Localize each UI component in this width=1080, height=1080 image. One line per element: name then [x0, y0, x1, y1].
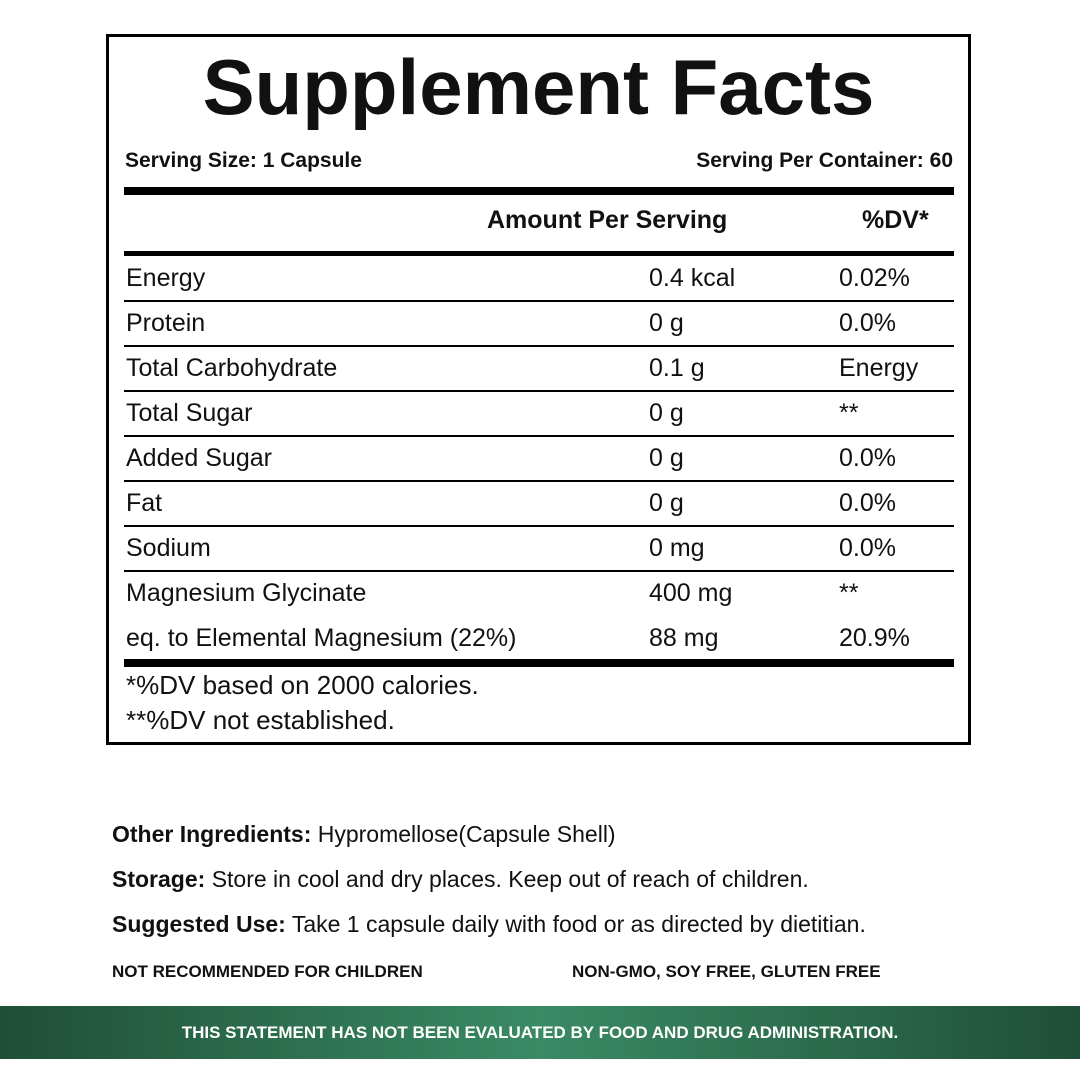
nutrient-name: eq. to Elemental Magnesium (22%) — [126, 624, 517, 652]
amount: 0 g — [649, 309, 684, 337]
banner-text: THIS STATEMENT HAS NOT BEEN EVALUATED BY… — [181, 1023, 899, 1042]
footnote: *%DV based on 2000 calories. — [126, 670, 479, 700]
amount: 0 g — [649, 489, 684, 517]
daily-value: 20.9% — [839, 624, 910, 652]
amount: 0 g — [649, 399, 684, 427]
nutrient-name: Energy — [126, 264, 206, 292]
daily-value: Energy — [839, 354, 919, 382]
row-rule — [124, 300, 954, 302]
info-label: Storage: — [112, 866, 206, 892]
amount: 400 mg — [649, 579, 733, 607]
amount: 0.4 kcal — [649, 264, 736, 292]
daily-value: 0.0% — [839, 489, 896, 517]
daily-value: 0.0% — [839, 444, 896, 472]
row-rule — [124, 435, 954, 437]
info-line: Storage: Store in cool and dry places. K… — [112, 864, 809, 894]
amount-header: Amount Per Serving — [487, 206, 728, 234]
info-label: Other Ingredients: — [112, 821, 312, 847]
amount: 0 mg — [649, 534, 705, 562]
nutrient-name: Magnesium Glycinate — [126, 579, 367, 607]
notice: NOT RECOMMENDED FOR CHILDREN — [112, 962, 423, 981]
banner: THIS STATEMENT HAS NOT BEEN EVALUATED BY… — [0, 1006, 1080, 1059]
thick-rule — [124, 659, 954, 667]
amount: 88 mg — [649, 624, 719, 652]
info-text: Hypromellose(Capsule Shell) — [317, 821, 616, 847]
row-rule — [124, 345, 954, 347]
amount: 0 g — [649, 444, 684, 472]
amount: 0.1 g — [649, 354, 705, 382]
thick-rule — [124, 187, 954, 195]
daily-value: ** — [839, 399, 859, 427]
daily-value: 0.02% — [839, 264, 910, 292]
footnote: **%DV not established. — [126, 705, 395, 735]
nutrient-name: Protein — [126, 309, 206, 337]
facts-box — [106, 34, 971, 745]
nutrient-name: Added Sugar — [126, 444, 272, 472]
dv-header: %DV* — [862, 206, 929, 234]
row-rule — [124, 525, 954, 527]
nutrient-name: Sodium — [126, 534, 211, 562]
daily-value: ** — [839, 579, 859, 607]
info-line: Other Ingredients: Hypromellose(Capsule … — [112, 819, 616, 849]
nutrient-name: Total Sugar — [126, 399, 253, 427]
row-rule — [124, 390, 954, 392]
nutrient-name: Fat — [126, 489, 163, 517]
notice: NON-GMO, SOY FREE, GLUTEN FREE — [572, 962, 881, 981]
servings-per-container: Serving Per Container: 60 — [696, 149, 953, 172]
info-text: Store in cool and dry places. Keep out o… — [211, 866, 809, 892]
info-label: Suggested Use: — [112, 911, 286, 937]
thick-rule — [124, 251, 954, 256]
info-line: Suggested Use: Take 1 capsule daily with… — [112, 909, 866, 939]
serving-size: Serving Size: 1 Capsule — [125, 149, 362, 172]
info-text: Take 1 capsule daily with food or as dir… — [291, 911, 866, 937]
daily-value: 0.0% — [839, 309, 896, 337]
row-rule — [124, 480, 954, 482]
row-rule — [124, 570, 954, 572]
daily-value: 0.0% — [839, 534, 896, 562]
nutrient-name: Total Carbohydrate — [126, 354, 338, 382]
title: Supplement Facts — [202, 43, 875, 131]
